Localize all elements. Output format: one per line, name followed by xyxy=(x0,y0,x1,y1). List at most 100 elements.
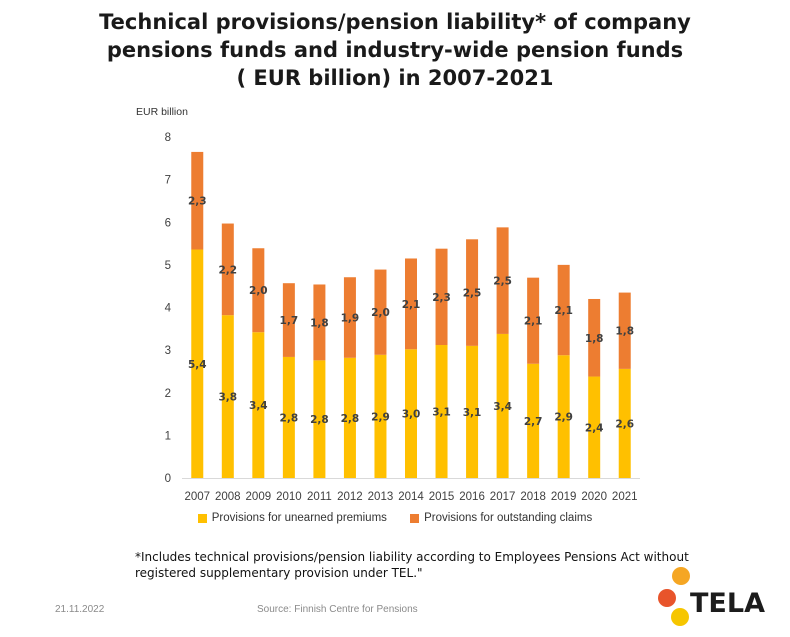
data-label-outstanding: 2,5 xyxy=(493,276,512,288)
bar-unearned xyxy=(618,368,631,478)
legend-label-outstanding: Provisions for outstanding claims xyxy=(424,512,593,524)
x-tick-label: 2013 xyxy=(368,491,394,503)
x-tick-label: 2014 xyxy=(398,491,424,503)
data-label-outstanding: 1,8 xyxy=(585,333,604,345)
x-tick-label: 2019 xyxy=(551,491,577,503)
tela-logo: TELA xyxy=(656,565,776,627)
bar-outstanding xyxy=(191,151,204,250)
footer-date: 21.11.2022 xyxy=(55,604,105,615)
y-tick-label: 8 xyxy=(165,132,171,144)
data-label-outstanding: 1,7 xyxy=(280,315,299,327)
data-label-outstanding: 2,1 xyxy=(402,299,421,311)
bar-outstanding xyxy=(557,264,570,356)
bar-unearned xyxy=(313,360,326,478)
bar-outstanding xyxy=(527,277,540,364)
data-label-unearned: 2,9 xyxy=(554,412,573,424)
data-label-unearned: 3,4 xyxy=(249,400,268,412)
bar-outstanding xyxy=(252,248,265,333)
x-tick-label: 2015 xyxy=(429,491,455,503)
data-label-outstanding: 2,2 xyxy=(218,264,237,276)
bar-unearned xyxy=(343,357,356,478)
y-tick-label: 4 xyxy=(165,303,172,315)
bar-outstanding xyxy=(405,258,417,350)
bar-unearned xyxy=(466,345,479,478)
chart-legend: Provisions for unearned premiums Provisi… xyxy=(0,512,790,526)
data-label-outstanding: 2,1 xyxy=(524,316,543,328)
data-label-unearned: 2,6 xyxy=(615,418,634,430)
bar-unearned xyxy=(557,355,570,478)
bar-unearned xyxy=(588,376,601,478)
data-label-unearned: 5,4 xyxy=(188,359,207,371)
y-tick-label: 1 xyxy=(165,430,171,442)
tela-logo-text: TELA xyxy=(690,588,765,619)
bar-outstanding xyxy=(588,298,601,377)
data-label-unearned: 2,8 xyxy=(280,412,299,424)
data-label-outstanding: 2,1 xyxy=(554,305,573,317)
y-tick-label: 0 xyxy=(165,473,171,485)
x-tick-label: 2010 xyxy=(276,491,302,503)
x-tick-label: 2018 xyxy=(520,491,546,503)
data-label-unearned: 3,4 xyxy=(493,401,512,413)
bar-unearned xyxy=(405,349,417,478)
bar-outstanding xyxy=(313,284,326,361)
bar-unearned xyxy=(191,249,204,478)
legend-swatch-outstanding xyxy=(410,513,420,523)
x-tick-label: 2021 xyxy=(612,491,638,503)
data-label-unearned: 2,9 xyxy=(371,411,390,423)
bar-unearned xyxy=(374,354,387,478)
bar-unearned xyxy=(282,356,295,478)
x-tick-label: 2009 xyxy=(246,491,272,503)
legend-label-unearned: Provisions for unearned premiums xyxy=(211,512,387,524)
x-tick-label: 2016 xyxy=(459,491,485,503)
bar-outstanding xyxy=(221,223,234,316)
bar-outstanding xyxy=(435,248,448,346)
bar-outstanding xyxy=(466,239,479,346)
data-label-outstanding: 2,0 xyxy=(249,285,268,297)
data-label-unearned: 2,7 xyxy=(524,416,543,428)
data-label-outstanding: 2,3 xyxy=(188,196,207,208)
bar-outstanding xyxy=(343,277,356,358)
data-label-unearned: 3,1 xyxy=(432,407,451,419)
bar-outstanding xyxy=(496,227,509,334)
y-tick-label: 6 xyxy=(165,217,171,229)
footnote-line-1: *Includes technical provisions/pension l… xyxy=(135,550,689,564)
data-label-outstanding: 2,5 xyxy=(463,288,482,300)
data-label-unearned: 3,1 xyxy=(463,407,482,419)
y-tick-label: 5 xyxy=(165,260,171,272)
data-label-outstanding: 1,8 xyxy=(310,317,329,329)
bar-unearned xyxy=(221,315,234,478)
y-tick-label: 3 xyxy=(165,345,171,357)
chart-title-line-2: pensions funds and industry-wide pension… xyxy=(106,38,684,62)
data-label-unearned: 2,8 xyxy=(341,413,360,425)
chart-title-line-1: Technical provisions/pension liability* … xyxy=(99,10,691,34)
footer-source: Source: Finnish Centre for Pensions xyxy=(257,604,418,615)
y-axis-label: EUR billion xyxy=(136,106,188,118)
data-label-unearned: 3,8 xyxy=(218,392,237,404)
bar-outstanding xyxy=(374,269,387,355)
y-tick-label: 7 xyxy=(165,175,171,187)
legend-item-outstanding: Provisions for outstanding claims xyxy=(410,512,592,524)
legend-item-unearned: Provisions for unearned premiums xyxy=(197,512,387,524)
footnote: *Includes technical provisions/pension l… xyxy=(135,549,735,581)
x-tick-label: 2007 xyxy=(184,491,210,503)
bar-unearned xyxy=(496,333,509,478)
chart-title: Technical provisions/pension liability* … xyxy=(60,8,730,92)
bar-unearned xyxy=(527,363,540,478)
x-tick-label: 2008 xyxy=(215,491,241,503)
x-tick-label: 2012 xyxy=(337,491,363,503)
bar-unearned xyxy=(435,345,448,478)
data-label-outstanding: 1,9 xyxy=(341,313,360,325)
bar-outstanding xyxy=(618,292,631,369)
bar-outstanding xyxy=(282,283,295,357)
data-label-outstanding: 2,0 xyxy=(371,307,390,319)
bar-unearned xyxy=(252,332,265,478)
legend-swatch-unearned xyxy=(197,513,207,523)
chart-title-line-3: ( EUR billion) in 2007-2021 xyxy=(236,66,554,90)
x-tick-label: 2017 xyxy=(490,491,516,503)
data-label-unearned: 2,8 xyxy=(310,414,329,426)
data-label-unearned: 3,0 xyxy=(402,409,421,421)
tela-logo-icon xyxy=(658,567,690,626)
x-tick-label: 2020 xyxy=(581,491,607,503)
data-label-unearned: 2,4 xyxy=(585,422,604,434)
